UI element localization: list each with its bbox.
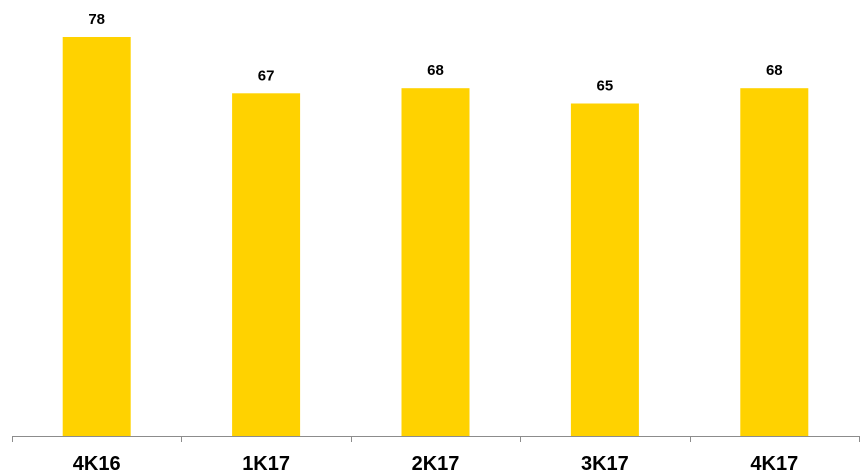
data-label-1K17: 67 [258, 67, 275, 84]
bars-group [62, 37, 809, 437]
data-label-4K16: 78 [88, 11, 105, 28]
x-tick-label-1K17: 1K17 [242, 453, 290, 475]
x-tick-label-4K17: 4K17 [750, 453, 798, 475]
data-label-3K17: 65 [597, 78, 614, 95]
x-tick-label-4K16: 4K16 [73, 453, 121, 475]
bar-3K17 [570, 103, 639, 436]
bar-4K17 [740, 88, 809, 436]
x-axis-ticks-group [12, 436, 860, 442]
x-tick-label-3K17: 3K17 [581, 453, 629, 475]
bar-2K17 [401, 88, 470, 436]
x-axis-tick-labels-group: 4K16 1K17 2K17 3K17 4K17 [73, 453, 798, 475]
data-label-4K17: 68 [766, 62, 783, 79]
data-label-2K17: 68 [427, 62, 444, 79]
value-labels-group: 78 67 68 65 68 [88, 11, 782, 95]
x-tick-label-2K17: 2K17 [412, 453, 460, 475]
bar-1K17 [232, 93, 301, 437]
bar-4K16 [62, 37, 131, 436]
